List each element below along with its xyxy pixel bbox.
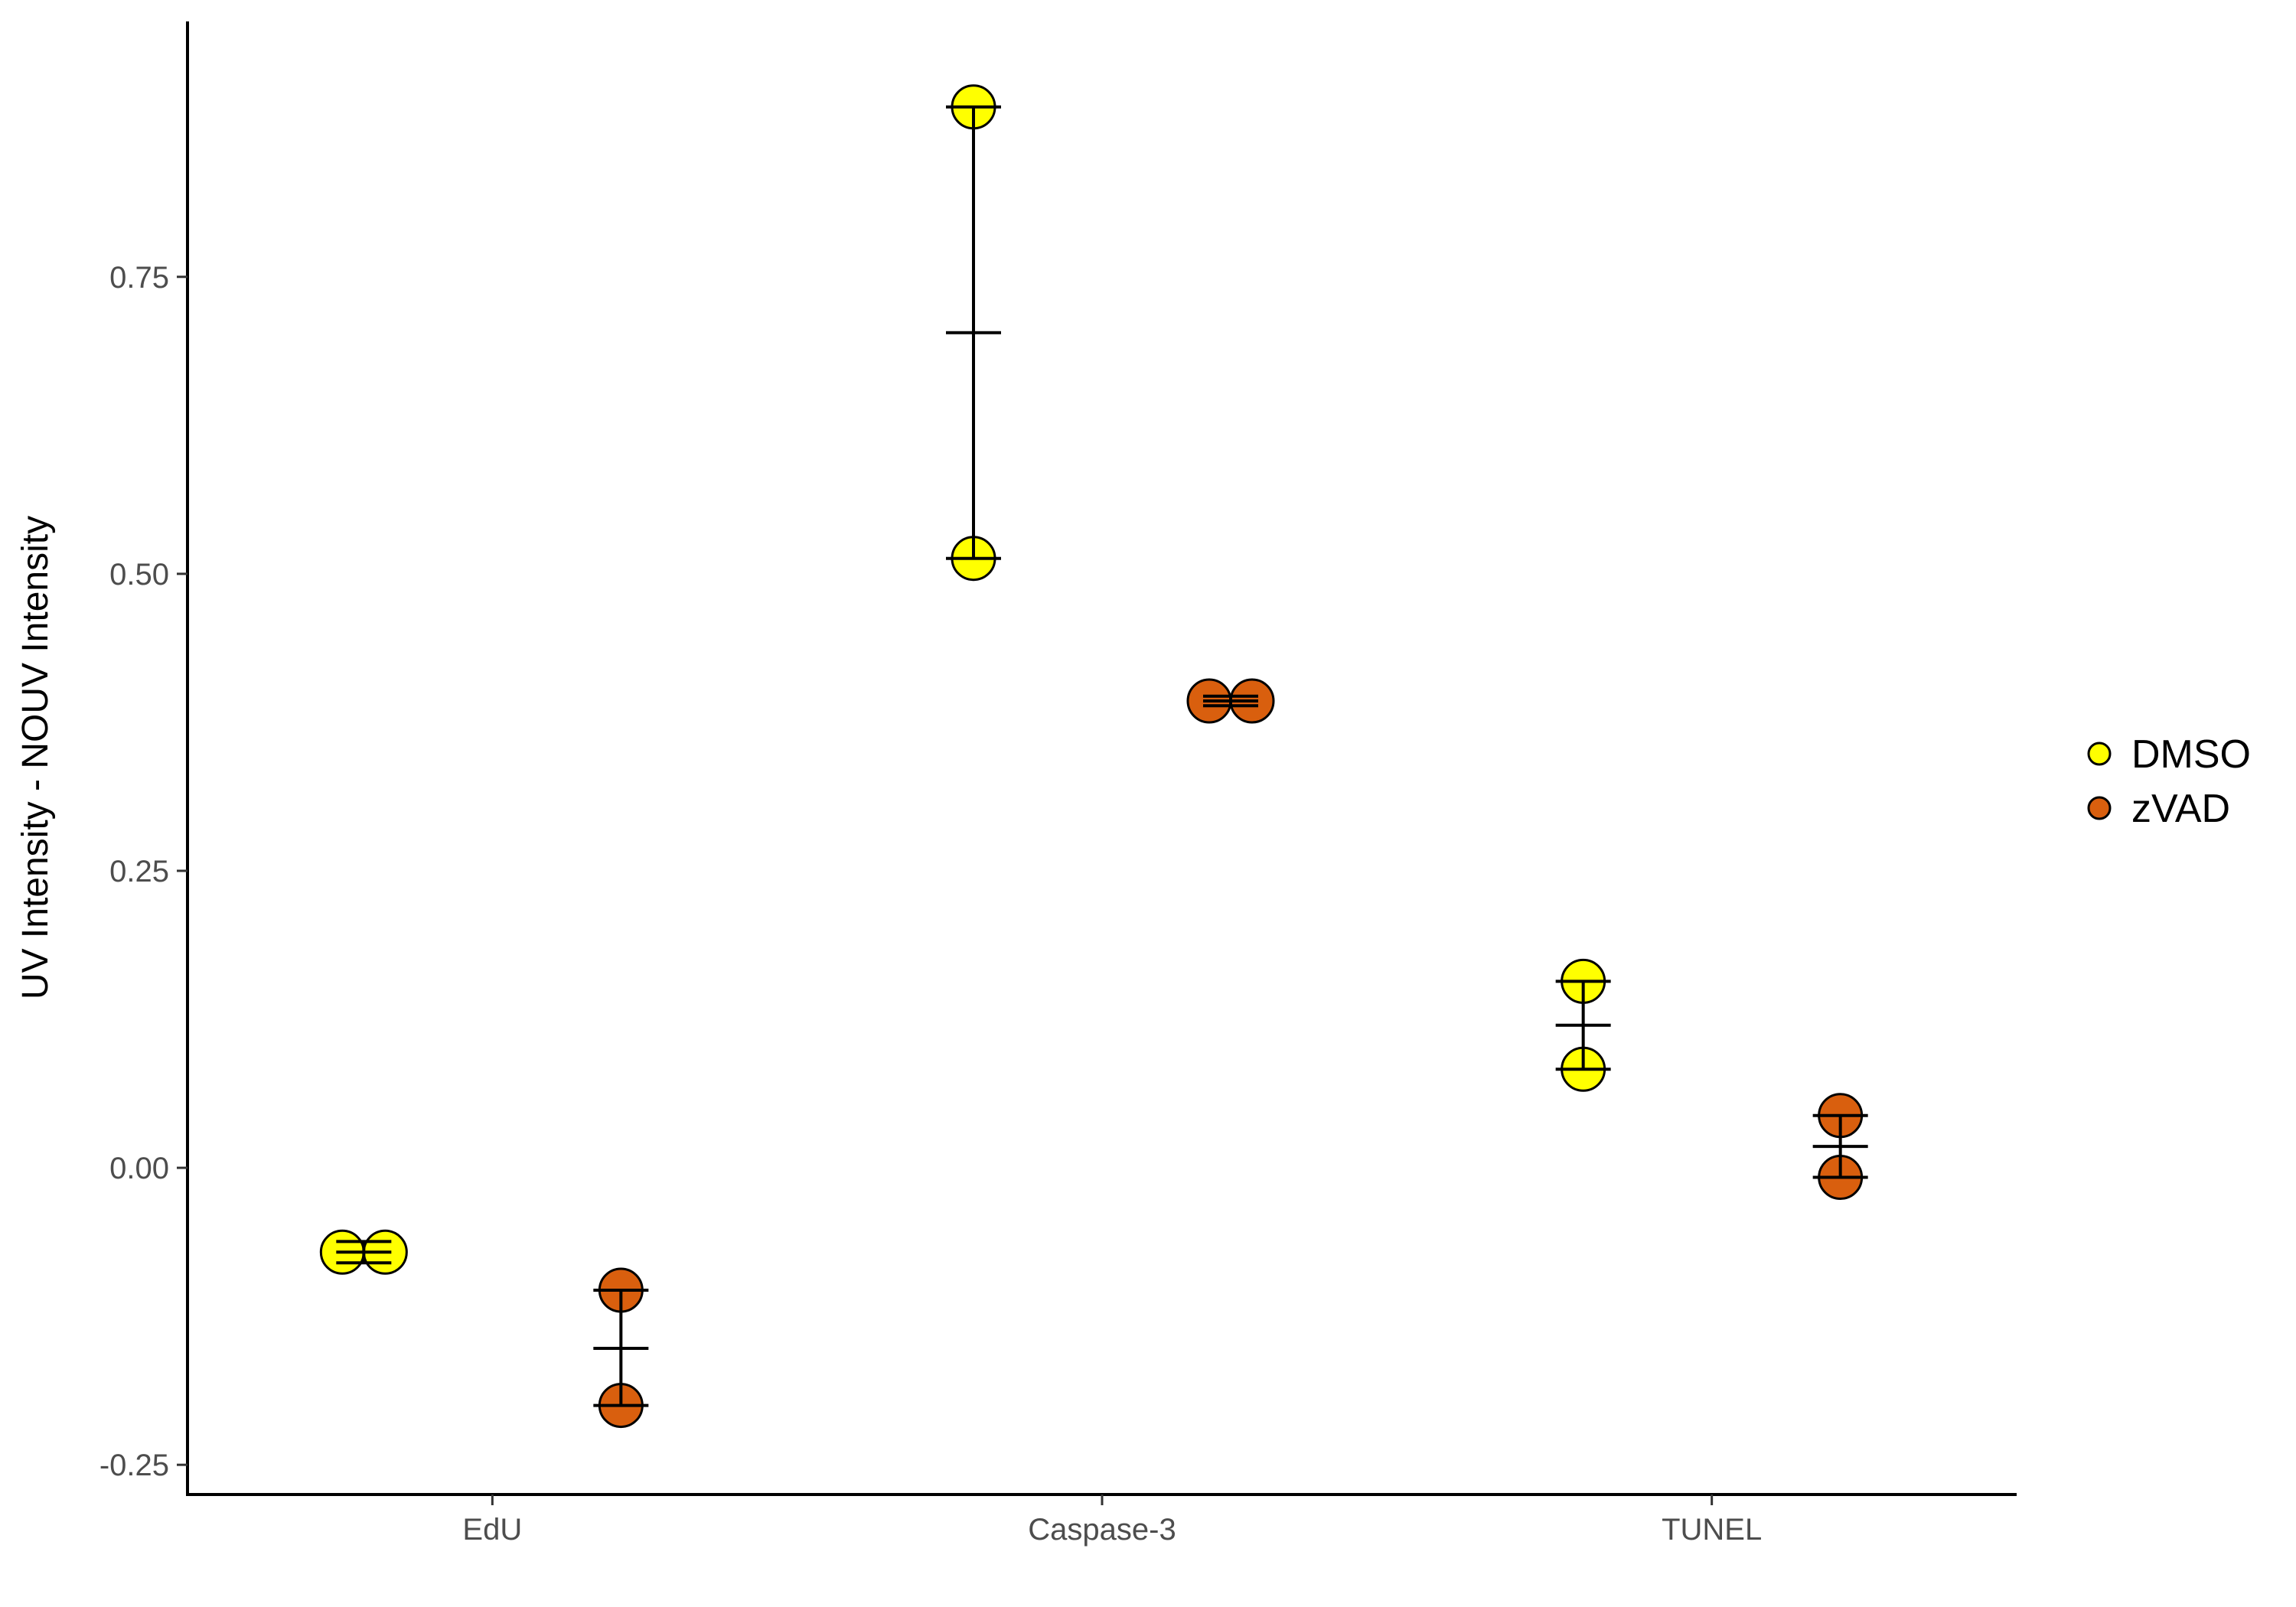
legend-key-zVAD xyxy=(2087,796,2112,820)
legend-label-zVAD: zVAD xyxy=(2131,787,2230,831)
y-tick-label: 0.25 xyxy=(109,855,169,888)
x-tick-label: EdU xyxy=(462,1513,522,1547)
legend: DMSO zVAD xyxy=(2087,732,2251,831)
axes: -0.25 0.00 0.25 0.50 0.75 EdU Caspase-3 TUNEL xyxy=(99,21,2017,1547)
y-axis-title: UV Intensity - NOUV Intensity xyxy=(15,516,56,999)
plot-area xyxy=(319,84,1868,1429)
x-tick-label: TUNEL xyxy=(1662,1513,1762,1547)
series-DMSO xyxy=(319,84,1611,1275)
x-tick-label: Caspase-3 xyxy=(1028,1513,1176,1547)
y-tick-label: 0.75 xyxy=(109,261,169,295)
series-zVAD xyxy=(593,678,1868,1429)
y-tick-label: 0.50 xyxy=(109,558,169,592)
y-tick-label: -0.25 xyxy=(99,1449,169,1482)
y-tick-label: 0.00 xyxy=(109,1152,169,1185)
legend-key-DMSO xyxy=(2087,742,2112,766)
legend-label-DMSO: DMSO xyxy=(2131,732,2251,777)
